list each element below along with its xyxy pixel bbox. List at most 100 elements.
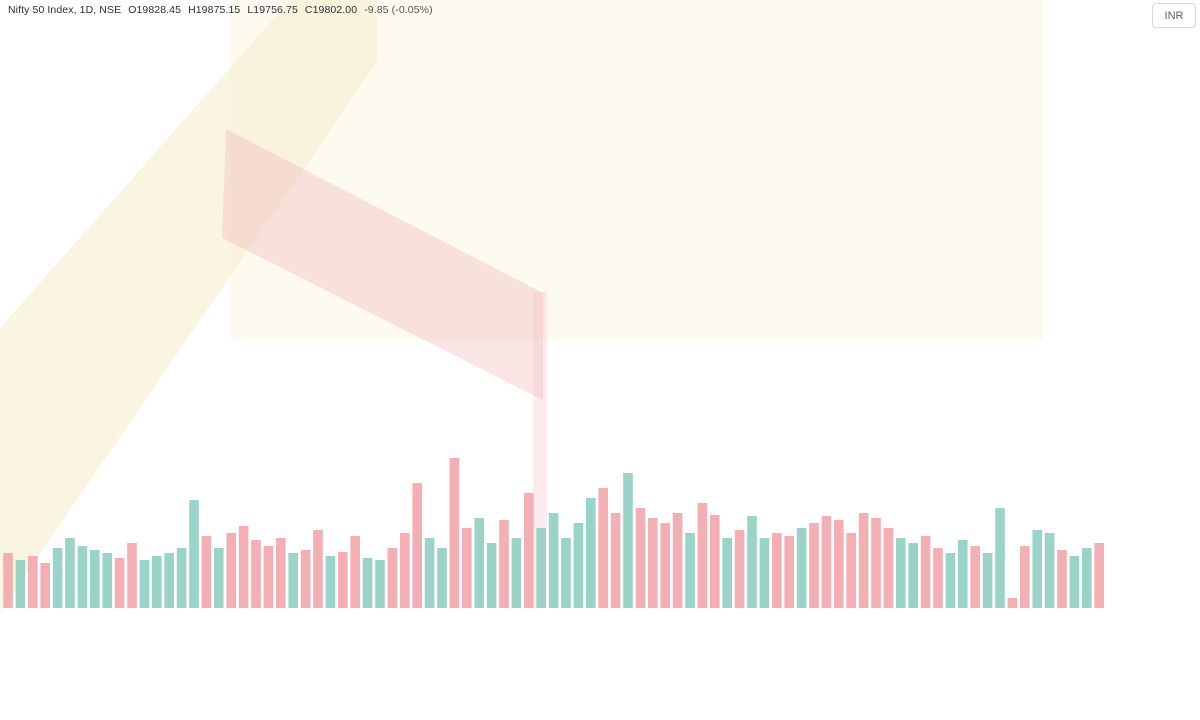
volume-bar (623, 473, 633, 608)
volume-bar (697, 503, 708, 608)
volume-bar (908, 543, 918, 608)
volume-bar (561, 538, 571, 608)
volume-bar (424, 538, 435, 608)
volume-bar (251, 540, 261, 608)
volume-bar (437, 548, 447, 608)
volume-pane (3, 458, 1104, 608)
volume-bar (412, 483, 422, 608)
volume-bar (28, 556, 38, 608)
volume-bar (883, 528, 894, 608)
volume-bar (201, 536, 212, 608)
volume-bar (722, 538, 732, 608)
volume-bar (896, 538, 906, 608)
volume-bar (933, 548, 943, 608)
volume-bar (499, 520, 509, 608)
volume-bar (189, 500, 199, 608)
volume-bar (524, 493, 534, 608)
volume-bar (375, 560, 385, 608)
volume-bar (52, 548, 63, 608)
ohlc-high: H19875.15 (188, 4, 241, 16)
volume-bar (747, 516, 757, 608)
volume-bar (90, 550, 100, 608)
volume-bar (920, 536, 931, 608)
symbol-title[interactable]: Nifty 50 Index, 1D, NSE (8, 4, 122, 16)
volume-bar (772, 533, 782, 608)
volume-bar (586, 498, 596, 608)
volume-bar (610, 513, 621, 608)
volume-bar (821, 516, 832, 608)
volume-bar (1020, 546, 1030, 608)
volume-bar (40, 563, 50, 608)
channel-fill (0, 0, 377, 612)
volume-bar (214, 548, 224, 608)
volume-bar (536, 528, 546, 608)
volume-bar (350, 536, 360, 608)
volume-bar (970, 546, 980, 608)
volume-bar (338, 552, 348, 608)
volume-bar (685, 533, 695, 608)
volume-bar (1057, 550, 1067, 608)
change-value: -9.85 (-0.05%) (364, 4, 433, 16)
volume-bar (387, 548, 398, 608)
volume-bar (449, 458, 460, 608)
volume-bar (362, 558, 373, 608)
volume-bar (1044, 533, 1055, 608)
channel-fill (222, 129, 543, 400)
volume-bar (809, 523, 819, 608)
volume-bar (511, 538, 522, 608)
volume-bar (238, 526, 249, 608)
volume-bar (759, 538, 770, 608)
volume-bar (598, 488, 608, 608)
volume-bar (300, 550, 311, 608)
volume-bar (635, 508, 646, 608)
volume-bar (486, 543, 497, 608)
volume-bar (995, 508, 1005, 608)
volume-bar (982, 553, 993, 608)
volume-bar (3, 553, 13, 608)
volume-bar (176, 548, 187, 608)
volume-bar (226, 533, 236, 608)
volume-bar (734, 530, 745, 608)
volume-bar (710, 515, 720, 608)
volume-bar (1069, 556, 1080, 608)
volume-bar (65, 538, 75, 608)
symbol-header: Nifty 50 Index, 1D, NSE O19828.45 H19875.1… (8, 4, 440, 16)
volume-bar (846, 533, 856, 608)
volume-bar (858, 513, 869, 608)
volume-bar (164, 553, 174, 608)
volume-bar (462, 528, 472, 608)
ohlc-open: O19828.45 (128, 4, 182, 16)
volume-bar (400, 533, 410, 608)
volume-bar (15, 560, 26, 608)
volume-bar (152, 556, 162, 608)
volume-bar (139, 560, 150, 608)
currency-label[interactable]: INR (1152, 3, 1196, 28)
volume-bar (276, 538, 286, 608)
volume-bar (313, 530, 323, 608)
volume-bar (263, 546, 274, 608)
volume-bar (672, 513, 683, 608)
volume-bar (871, 518, 881, 608)
volume-bar (573, 523, 584, 608)
ohlc-close: C19802.00 (304, 4, 358, 16)
volume-bar (784, 536, 794, 608)
volume-bar (834, 520, 844, 608)
volume-bar (288, 553, 298, 608)
volume-bar (102, 553, 112, 608)
volume-bar (325, 556, 336, 608)
volume-bar (945, 553, 956, 608)
volume-bar (648, 518, 658, 608)
volume-bar (1032, 530, 1042, 608)
volume-bar (114, 558, 125, 608)
volume-bar (474, 518, 484, 608)
volume-bar (1082, 548, 1092, 608)
volume-bar (77, 546, 88, 608)
volume-bar (660, 523, 670, 608)
volume-bar (127, 543, 137, 608)
volume-bar (958, 540, 968, 608)
volume-bar (1007, 598, 1018, 608)
volume-bar (796, 528, 807, 608)
volume-bar (548, 513, 559, 608)
